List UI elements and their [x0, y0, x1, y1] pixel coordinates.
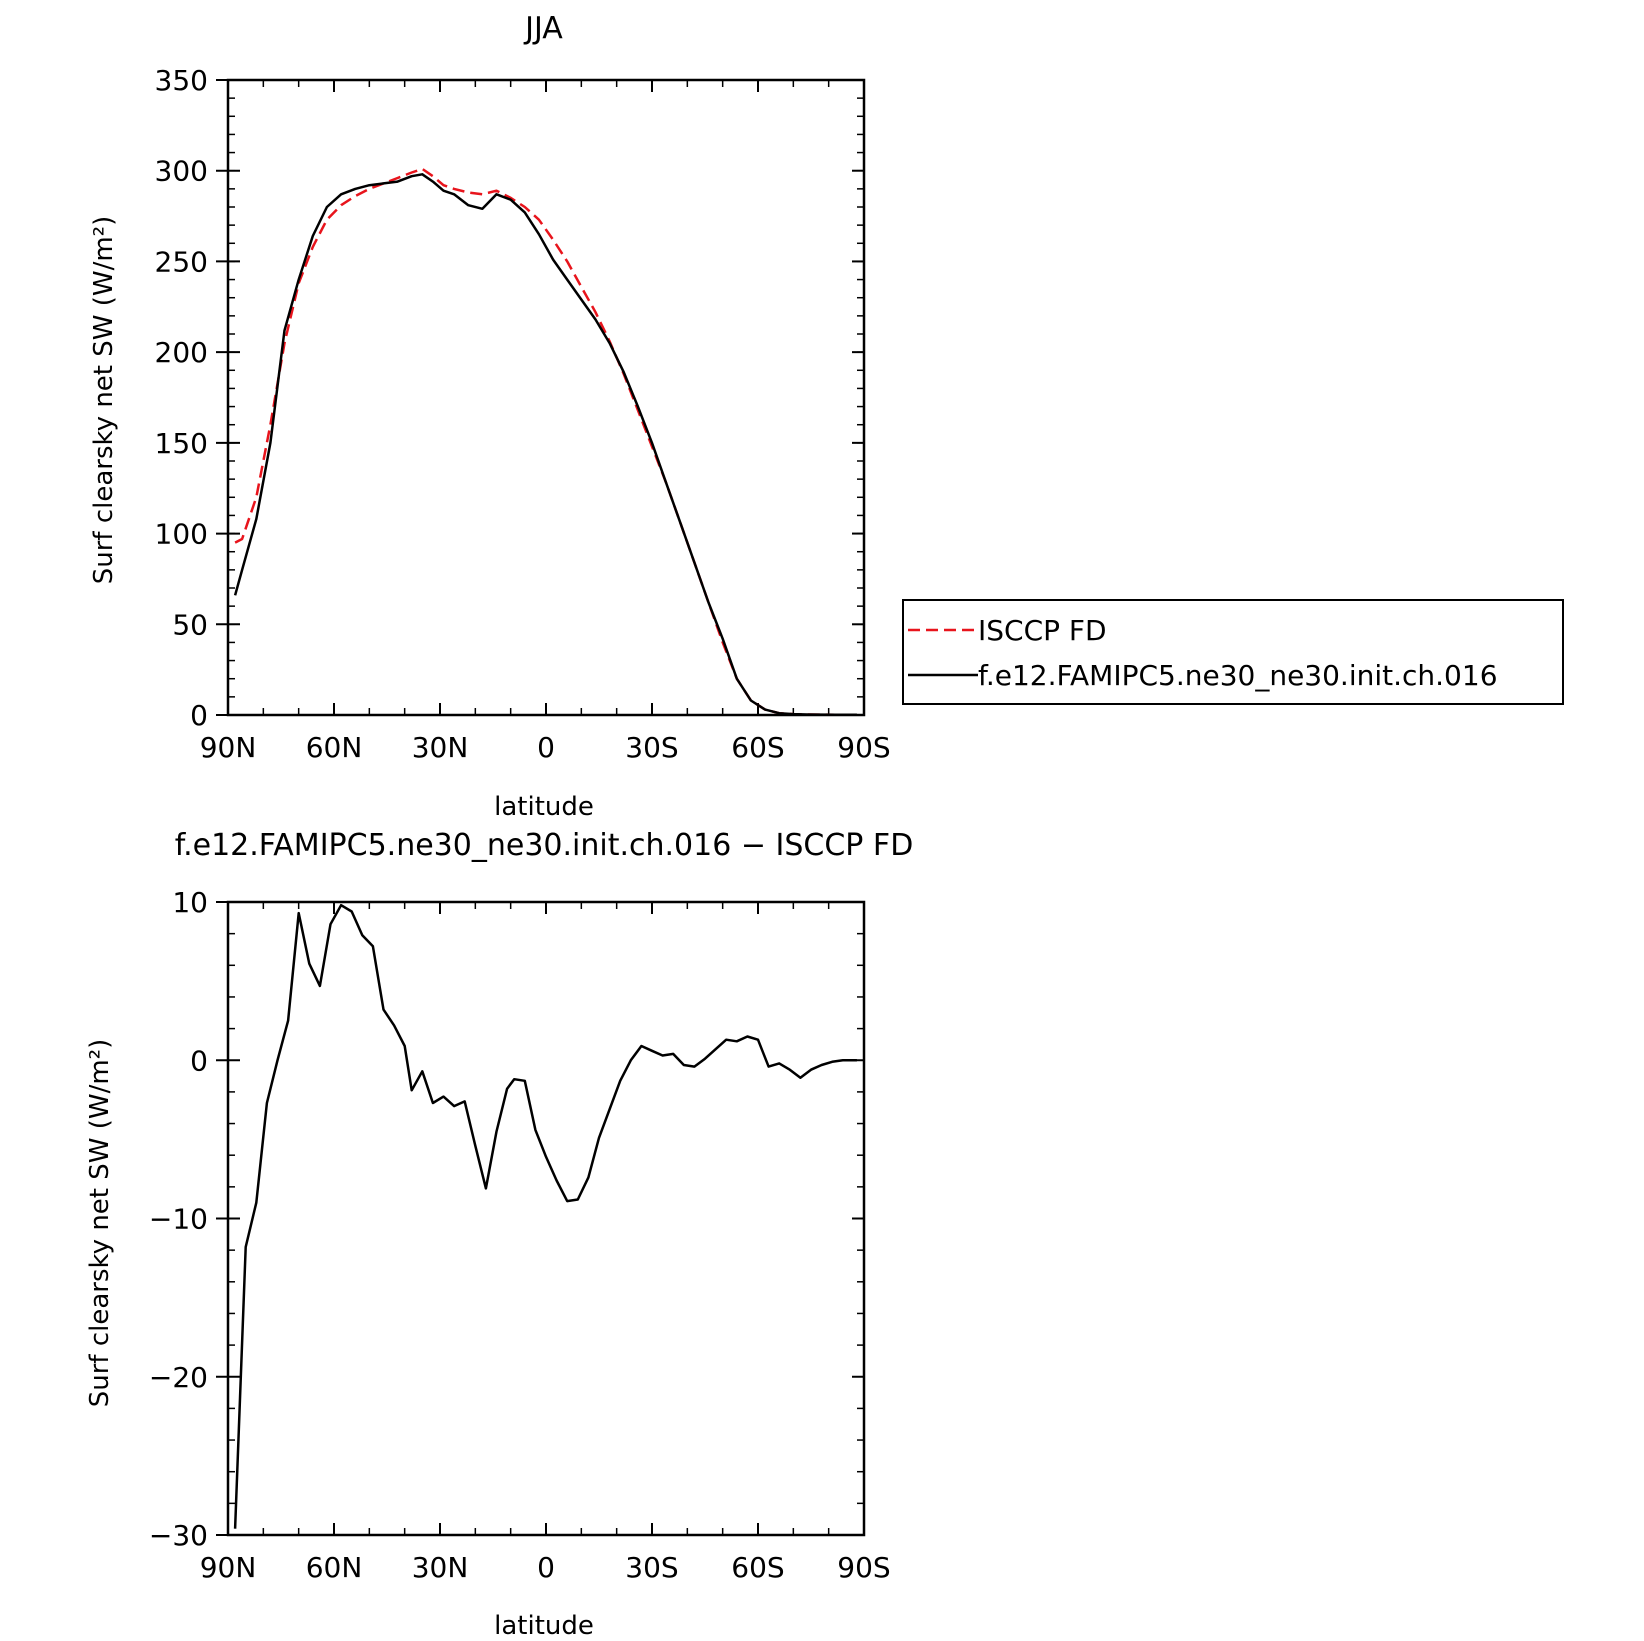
x-tick-label: 30N: [412, 731, 469, 764]
series-line-model: [233, 903, 857, 1529]
y-tick-label: 300: [155, 155, 208, 188]
bottom-panel: f.e12.FAMIPC5.ne30_ne30.init.ch.016 − IS…: [85, 828, 913, 1641]
top-plot-area: 90N 60N 30N 0 30S 60S 90S 0 50 100 150 200 250 300 350: [155, 64, 891, 764]
x-tick-label: 90S: [837, 731, 890, 764]
legend-label-isccp: ISCCP FD: [978, 614, 1107, 647]
x-tick-label: 60S: [731, 731, 784, 764]
bottom-x-axis-label: latitude: [494, 1611, 594, 1641]
x-tick-label: 60N: [306, 1551, 363, 1584]
legend-box: [902, 599, 1564, 705]
x-tick-label: 0: [537, 1551, 555, 1584]
bottom-plot-area: 90N 60N 30N 0 30S 60S 90S −30 −20 −10 0 10: [149, 886, 891, 1584]
y-tick-label: 0: [190, 1044, 208, 1077]
legend-label-model: f.e12.FAMIPC5.ne30_ne30.init.ch.016: [978, 659, 1498, 692]
y-tick-label: 10: [172, 886, 208, 919]
legend: ISCCP FD f.e12.FAMIPC5.ne30_ne30.init.ch…: [902, 599, 1564, 705]
plot-frame: [226, 78, 866, 717]
series-line-isccp: [234, 167, 857, 717]
x-tick-label: 30S: [625, 1551, 678, 1584]
x-tick-label: 60N: [306, 731, 363, 764]
y-tick-label: 350: [155, 64, 208, 97]
y-tick-label: 50: [172, 608, 208, 641]
x-tick-label: 30N: [412, 1551, 469, 1584]
x-tick-label: 0: [537, 731, 555, 764]
top-chart-title: JJA: [523, 11, 563, 46]
x-tick-label: 90N: [200, 1551, 257, 1584]
x-tick-label: 60S: [731, 1551, 784, 1584]
y-tick-label: 150: [155, 427, 208, 460]
bottom-chart-title: f.e12.FAMIPC5.ne30_ne30.init.ch.016 − IS…: [175, 828, 914, 863]
y-tick-label: 200: [155, 336, 208, 369]
y-tick-label: −30: [149, 1519, 208, 1552]
x-tick-label: 90S: [837, 1551, 890, 1584]
y-tick-label: −20: [149, 1361, 208, 1394]
series-line-model: [233, 173, 857, 717]
bottom-y-axis-label: Surf clearsky net SW (W/m²): [85, 1039, 115, 1407]
y-tick-label: 100: [155, 518, 208, 551]
plot-frame: [226, 900, 866, 1537]
y-tick-label: −10: [149, 1203, 208, 1236]
x-tick-label: 30S: [625, 731, 678, 764]
y-tick-label: 250: [155, 245, 208, 278]
x-tick-label: 90N: [200, 731, 257, 764]
y-tick-label: 0: [190, 699, 208, 732]
top-x-axis-label: latitude: [494, 792, 594, 822]
top-panel: JJA 90N 60N 30N 0 30S 60S 90S 0 50 100 150 200 250 30…: [89, 11, 1564, 822]
top-y-axis-label: Surf clearsky net SW (W/m²): [89, 216, 119, 584]
